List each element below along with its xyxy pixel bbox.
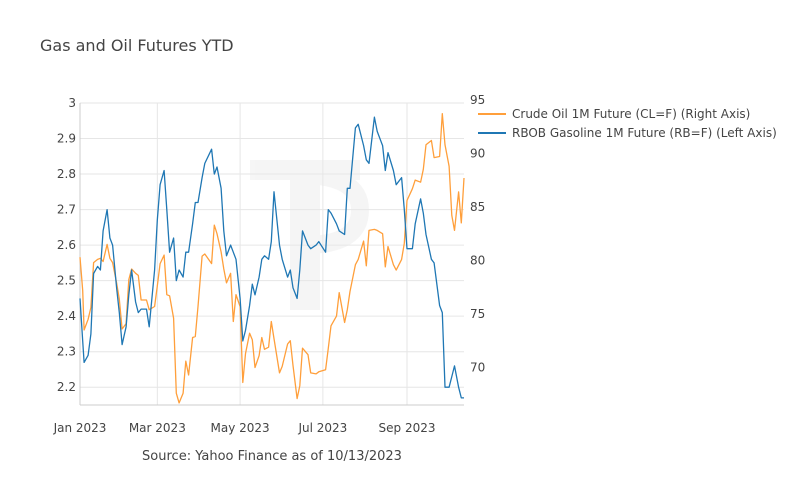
watermark-logo [250,160,370,310]
y-right-tick-label: 95 [470,93,485,107]
y-right-tick-label: 75 [470,307,485,321]
x-tick-label: Jan 2023 [53,421,107,435]
y-right-tick-label: 90 [470,146,485,160]
legend-label: RBOB Gasoline 1M Future (RB=F) (Left Axi… [512,126,777,140]
legend-item[interactable]: Crude Oil 1M Future (CL=F) (Right Axis) [478,107,750,121]
y-left-tick-label: 2.3 [57,345,76,359]
y-right-tick-label: 85 [470,200,485,214]
rbob-gasoline-series-line [79,116,464,399]
y-left-tick-label: 2.7 [57,203,76,217]
y-left-tick-label: 2.8 [57,167,76,181]
tick-labels: 2.2 2.3 2.4 2.5 2.6 2.7 2.8 2.9 3 Jan 2023 Mar 202… [53,93,486,435]
y-right-tick-label: 70 [470,361,485,375]
legend[interactable]: Crude Oil 1M Future (CL=F) (Right Axis) R… [478,107,777,140]
crude-oil-series-line [79,113,465,404]
x-tick-label: Mar 2023 [129,421,186,435]
y-left-tick-label: 2.6 [57,238,76,252]
y-left-tick-label: 2.2 [57,380,76,394]
legend-item[interactable]: RBOB Gasoline 1M Future (RB=F) (Left Axi… [478,126,777,140]
y-left-tick-label: 3 [68,96,76,110]
x-tick-label: Jul 2023 [297,421,347,435]
x-tick-label: May 2023 [211,421,270,435]
y-right-tick-label: 80 [470,253,485,267]
grid [79,102,464,405]
series-lines [79,113,465,404]
source-note: Source: Yahoo Finance as of 10/13/2023 [142,449,402,464]
y-left-tick-label: 2.9 [57,132,76,146]
y-left-tick-label: 2.4 [57,309,76,323]
legend-label: Crude Oil 1M Future (CL=F) (Right Axis) [512,107,750,121]
x-tick-label: Sep 2023 [379,421,436,435]
chart-title: Gas and Oil Futures YTD [40,36,234,55]
y-left-tick-label: 2.5 [57,274,76,288]
axes [79,103,464,406]
